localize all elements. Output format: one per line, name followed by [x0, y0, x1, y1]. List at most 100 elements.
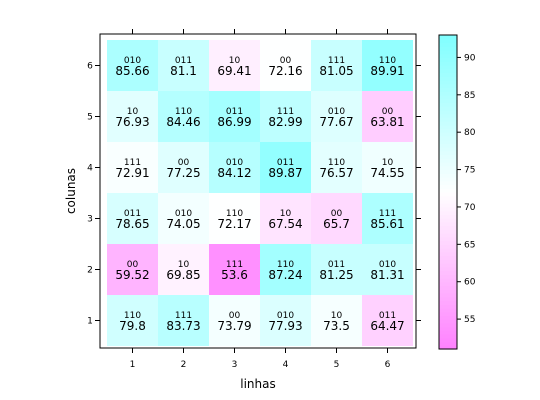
colorbar-tick-label: 55 — [464, 315, 475, 325]
cell-value-label: 82.99 — [268, 115, 302, 129]
colorbar-segment — [439, 177, 457, 182]
colorbar-segment — [439, 244, 457, 249]
colorbar-segment — [439, 169, 457, 174]
colorbar-segment — [439, 106, 457, 111]
x-tick-label: 1 — [130, 360, 136, 370]
colorbar-segment — [439, 158, 457, 163]
cell-code-label: 010 — [175, 209, 192, 219]
cell-value-label: 59.52 — [115, 268, 149, 282]
colorbar-segment — [439, 87, 457, 92]
colorbar-tick-label: 60 — [464, 278, 476, 288]
cell-value-label: 74.55 — [370, 166, 404, 180]
cell-code-label: 110 — [379, 56, 396, 66]
colorbar-segment — [439, 311, 457, 316]
plot-panel — [99, 33, 417, 349]
heatmap-cell — [107, 244, 158, 295]
y-tick-label: 2 — [87, 266, 93, 276]
cell-value-label: 79.8 — [119, 319, 146, 333]
colorbar-segment — [439, 162, 457, 167]
cell-code-label: 10 — [331, 311, 343, 321]
colorbar-segment — [439, 263, 457, 268]
cell-code-label: 10 — [127, 107, 139, 117]
colorbar-frame — [438, 34, 458, 350]
colorbar-segment — [439, 281, 457, 287]
cell-value-label: 89.87 — [268, 166, 302, 180]
colorbar-segment — [439, 94, 457, 100]
colorbar-segment — [439, 322, 457, 328]
cell-code-label: 10 — [382, 158, 394, 168]
heatmap-cell — [209, 142, 260, 193]
colorbar-segment — [439, 128, 457, 133]
colorbar-segment — [439, 300, 457, 305]
x-tick-label: 6 — [385, 360, 391, 370]
colorbar-segment — [439, 113, 457, 118]
colorbar-segment — [439, 38, 457, 44]
cell-code-label: 110 — [277, 260, 294, 270]
cell-code-label: 00 — [280, 56, 292, 66]
cell-code-label: 010 — [277, 311, 294, 321]
colorbar-segment — [439, 251, 457, 257]
cell-value-label: 72.91 — [115, 166, 149, 180]
colorbar-segment — [439, 255, 457, 260]
colorbar-segment — [439, 135, 457, 141]
colorbar-segment — [439, 296, 457, 302]
heatmap-cell — [260, 244, 311, 295]
y-tick-label: 6 — [87, 62, 93, 72]
heatmap-cell — [311, 193, 362, 244]
heatmap-cell — [311, 40, 362, 91]
colorbar-segment — [439, 132, 457, 137]
colorbar-segment — [439, 334, 457, 339]
heatmap-cell — [158, 244, 209, 295]
colorbar-segment — [439, 98, 457, 103]
cell-value-label: 64.47 — [370, 319, 404, 333]
heatmap-cell — [158, 91, 209, 142]
colorbar-segment — [439, 319, 457, 324]
colorbar-segment — [439, 143, 457, 148]
cell-value-label: 67.54 — [268, 217, 302, 231]
heatmap-cell — [209, 91, 260, 142]
heatmap-cell — [362, 295, 413, 346]
heatmap-cell — [107, 142, 158, 193]
colorbar-segment — [439, 285, 457, 290]
colorbar-tick-label: 70 — [464, 203, 476, 213]
x-tick-label: 3 — [232, 360, 238, 370]
colorbar-segment — [439, 53, 457, 59]
cell-code-label: 00 — [331, 209, 343, 219]
colorbar-segment — [439, 240, 457, 245]
heatmap-cell — [362, 244, 413, 295]
colorbar-segment — [439, 292, 457, 298]
cell-code-label: 010 — [328, 107, 345, 117]
colorbar-segment — [439, 46, 457, 51]
x-tick-label: 4 — [283, 360, 289, 370]
colorbar-segment — [439, 91, 457, 96]
colorbar-tick-label: 65 — [464, 240, 475, 250]
heatmap-cell — [362, 91, 413, 142]
colorbar-segment — [439, 330, 457, 335]
cell-value-label: 86.99 — [217, 115, 251, 129]
colorbar-tick-label: 85 — [464, 91, 475, 101]
cell-code-label: 111 — [175, 311, 192, 321]
cell-value-label: 77.25 — [166, 166, 200, 180]
cell-value-label: 69.41 — [217, 64, 251, 78]
heatmap-cell — [362, 142, 413, 193]
cell-value-label: 81.1 — [170, 64, 197, 78]
y-tick-label: 3 — [87, 215, 93, 225]
colorbar-segment — [439, 120, 457, 126]
colorbar-segment — [439, 57, 457, 62]
cell-value-label: 78.65 — [115, 217, 149, 231]
heatmap-cell — [158, 40, 209, 91]
heatmap-cell — [158, 142, 209, 193]
cell-value-label: 89.91 — [370, 64, 404, 78]
colorbar-segment — [439, 210, 457, 216]
colorbar-segment — [439, 277, 457, 283]
colorbar-segment — [439, 154, 457, 159]
colorbar-segment — [439, 139, 457, 145]
colorbar-segment — [439, 274, 457, 279]
colorbar-segment — [439, 147, 457, 152]
colorbar-segment — [439, 337, 457, 343]
heatmap-cell — [209, 40, 260, 91]
cell-value-label: 77.67 — [319, 115, 353, 129]
y-axis-label: colunas — [64, 168, 78, 214]
colorbar-segment — [439, 195, 457, 201]
